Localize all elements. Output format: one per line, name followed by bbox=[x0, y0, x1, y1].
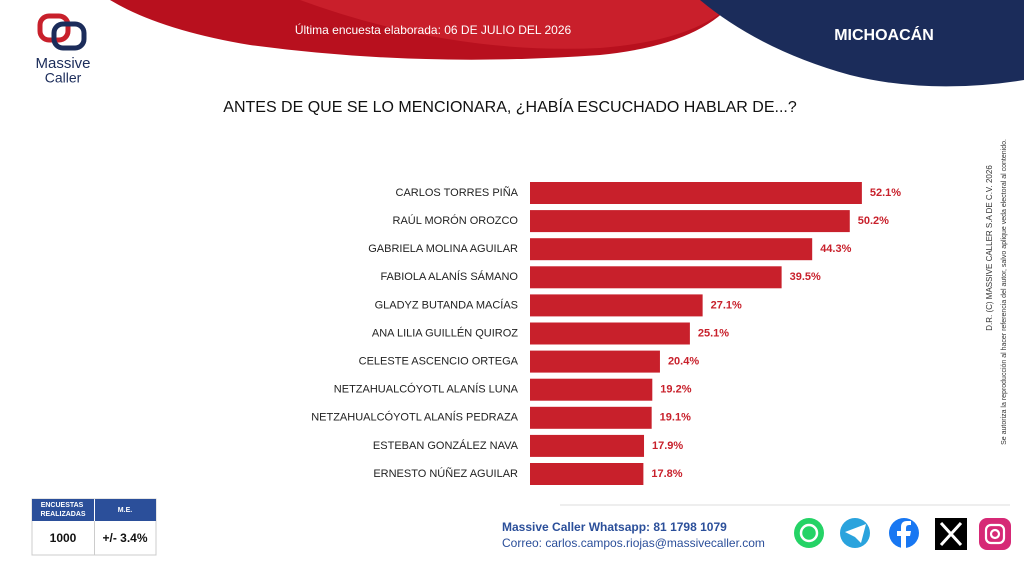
value-label: 17.8% bbox=[651, 468, 682, 480]
bar bbox=[530, 322, 690, 345]
value-label: 44.3% bbox=[820, 243, 851, 255]
category-label: RAÚL MORÓN OROZCO bbox=[393, 214, 519, 227]
category-label: NETZAHUALCÓYOTL ALANÍS LUNA bbox=[334, 383, 519, 396]
value-label: 19.2% bbox=[660, 384, 691, 396]
logo: Massive Caller bbox=[35, 13, 91, 86]
category-label: GABRIELA MOLINA AGUILAR bbox=[368, 243, 518, 255]
bar bbox=[530, 238, 813, 261]
whatsapp-icon[interactable] bbox=[794, 518, 824, 548]
table-header-cell bbox=[32, 499, 94, 521]
instagram-icon[interactable] bbox=[979, 518, 1011, 550]
bar bbox=[530, 182, 862, 204]
brand-name: Massive bbox=[35, 55, 90, 72]
bar bbox=[530, 378, 653, 401]
instagram-glyph bbox=[984, 523, 1006, 545]
category-label: ERNESTO NÚÑEZ AGUILAR bbox=[373, 467, 518, 480]
bar bbox=[530, 294, 703, 317]
value-label: 20.4% bbox=[668, 356, 699, 368]
sample-table: ENCUESTAS REALIZADAS M.E. 1000 +/- 3.4% bbox=[31, 498, 157, 556]
bar bbox=[530, 463, 644, 485]
telegram-glyph bbox=[845, 524, 866, 543]
category-label: ESTEBAN GONZÁLEZ NAVA bbox=[373, 439, 519, 452]
category-label: NETZAHUALCÓYOTL ALANÍS PEDRAZA bbox=[311, 411, 518, 424]
table-header: ENCUESTAS REALIZADAS bbox=[40, 502, 85, 518]
value-label: 52.1% bbox=[870, 187, 901, 199]
survey-date: Última encuesta elaborada: 06 DE JULIO D… bbox=[295, 22, 572, 37]
brand-name: Caller bbox=[45, 70, 82, 86]
value-label: 19.1% bbox=[660, 412, 691, 424]
contact-whatsapp: Massive Caller Whatsapp: 81 1798 1079 bbox=[502, 520, 727, 534]
value-label: 17.9% bbox=[652, 440, 683, 452]
table-cell: +/- 3.4% bbox=[102, 531, 147, 545]
category-label: FABIOLA ALANÍS SÁMANO bbox=[380, 270, 518, 283]
table-header-cell bbox=[95, 499, 156, 521]
contact-email: Correo: carlos.campos.riojas@massivecall… bbox=[502, 536, 765, 550]
copyright: D.R. (C) MASSIVE CALLER S.A DE C.V. 2026 bbox=[985, 165, 994, 331]
value-label: 39.5% bbox=[790, 271, 821, 283]
social-icons bbox=[794, 518, 1011, 550]
category-label: ANA LILIA GUILLÉN QUIROZ bbox=[372, 326, 518, 339]
category-label: GLADYZ BUTANDA MACÍAS bbox=[375, 298, 518, 311]
bar bbox=[530, 350, 660, 373]
table-cell: 1000 bbox=[50, 531, 77, 545]
table-header: M.E. bbox=[118, 507, 132, 514]
category-label: CELESTE ASCENCIO ORTEGA bbox=[359, 356, 519, 368]
x-glyph bbox=[939, 521, 963, 547]
bar bbox=[530, 266, 782, 289]
whatsapp-glyph bbox=[799, 523, 819, 543]
state-name: MICHOACÁN bbox=[834, 25, 934, 44]
bar bbox=[530, 406, 652, 429]
header-blue bbox=[700, 0, 1024, 87]
chart-title: ANTES DE QUE SE LO MENCIONARA, ¿HABÍA ES… bbox=[223, 97, 797, 116]
value-label: 50.2% bbox=[858, 215, 889, 227]
notice: Se autoriza la reproducción al hacer ref… bbox=[1001, 139, 1008, 445]
instagram-glyph bbox=[989, 528, 1001, 540]
value-label: 27.1% bbox=[711, 299, 742, 311]
bar bbox=[530, 434, 645, 457]
bar bbox=[530, 210, 850, 233]
category-label: CARLOS TORRES PIÑA bbox=[396, 186, 519, 199]
logo-bubble-blue bbox=[51, 21, 87, 51]
facebook-glyph bbox=[897, 521, 911, 548]
value-label: 25.1% bbox=[698, 327, 729, 339]
header-swoosh-light bbox=[300, 0, 735, 49]
